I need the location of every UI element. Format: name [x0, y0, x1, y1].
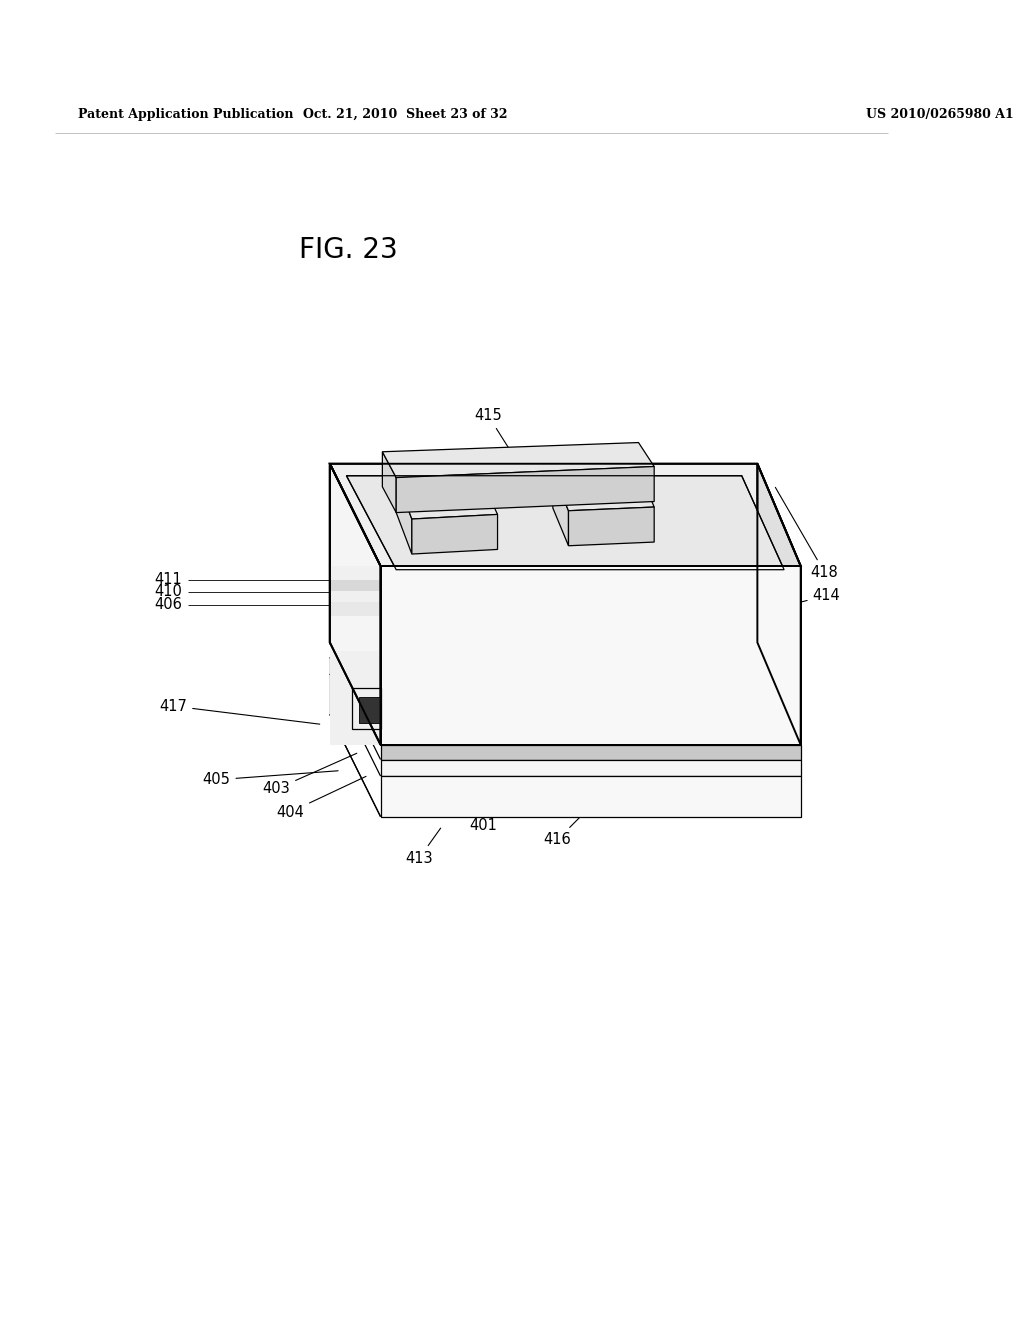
Text: 413: 413 — [406, 828, 440, 866]
Polygon shape — [758, 643, 801, 759]
Polygon shape — [381, 566, 801, 744]
Polygon shape — [758, 463, 801, 744]
Text: 415: 415 — [474, 408, 542, 502]
Text: 416: 416 — [544, 809, 588, 847]
Text: 417: 417 — [160, 698, 319, 725]
Polygon shape — [382, 442, 654, 478]
Polygon shape — [330, 591, 381, 602]
Text: 411: 411 — [155, 573, 182, 587]
Text: Oct. 21, 2010  Sheet 23 of 32: Oct. 21, 2010 Sheet 23 of 32 — [303, 108, 508, 121]
Text: FIG. 23: FIG. 23 — [299, 236, 398, 264]
Text: 406: 406 — [155, 597, 182, 612]
Polygon shape — [346, 475, 784, 570]
Polygon shape — [396, 478, 412, 554]
Text: 401: 401 — [470, 801, 498, 833]
Polygon shape — [330, 615, 381, 651]
Polygon shape — [381, 776, 801, 817]
Polygon shape — [330, 651, 381, 744]
Polygon shape — [553, 470, 654, 511]
Polygon shape — [553, 473, 568, 545]
Polygon shape — [396, 475, 498, 519]
Polygon shape — [568, 507, 654, 545]
Polygon shape — [359, 697, 381, 722]
Polygon shape — [381, 759, 801, 776]
Polygon shape — [330, 463, 801, 566]
Text: 418: 418 — [775, 487, 839, 579]
Text: 403: 403 — [262, 754, 356, 796]
Text: 414: 414 — [794, 587, 841, 605]
Polygon shape — [382, 451, 396, 512]
Text: 410: 410 — [155, 585, 182, 599]
Text: Patent Application Publication: Patent Application Publication — [78, 108, 294, 121]
Text: 405: 405 — [203, 771, 338, 787]
Polygon shape — [330, 566, 381, 579]
Polygon shape — [330, 579, 381, 591]
Polygon shape — [412, 515, 498, 554]
Polygon shape — [758, 673, 801, 817]
Polygon shape — [381, 744, 801, 759]
Polygon shape — [758, 657, 801, 776]
Polygon shape — [330, 463, 381, 744]
Text: US 2010/0265980 A1: US 2010/0265980 A1 — [866, 108, 1014, 121]
Text: 404: 404 — [276, 776, 366, 820]
Polygon shape — [330, 602, 381, 615]
Polygon shape — [396, 466, 654, 512]
